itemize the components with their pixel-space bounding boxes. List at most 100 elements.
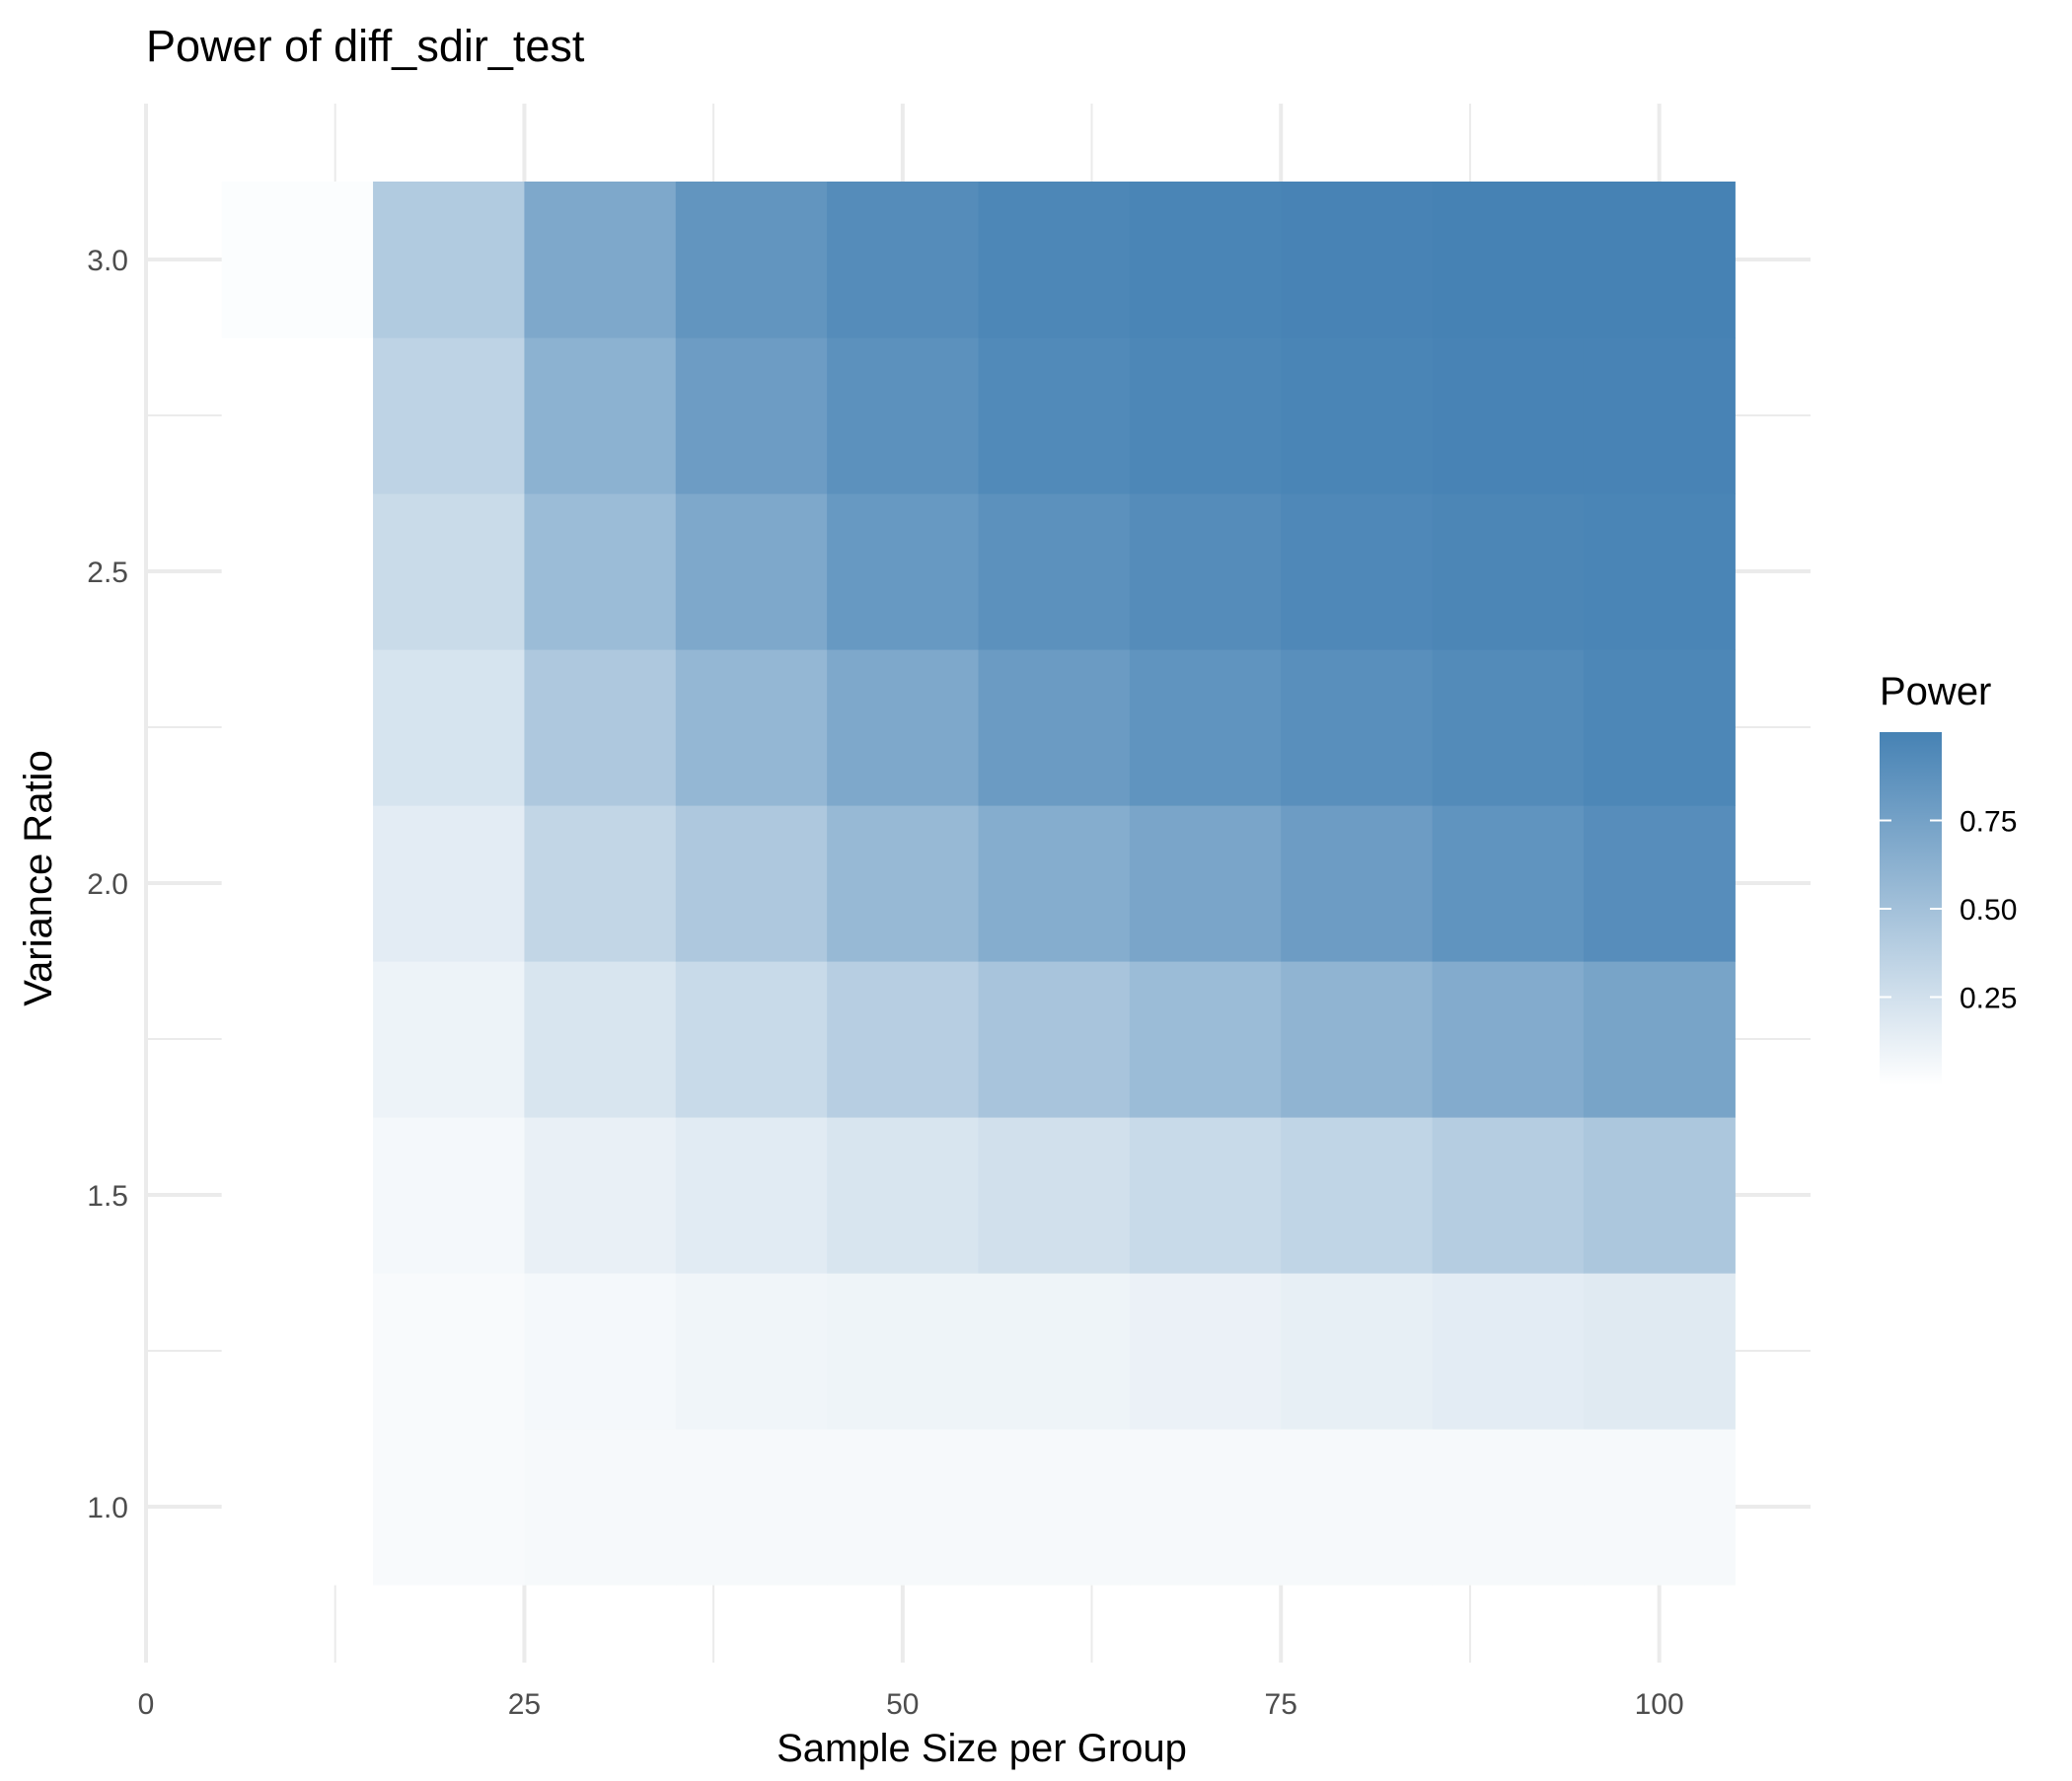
heatmap-tile [1281, 182, 1434, 338]
heatmap-tile [373, 805, 526, 962]
heatmap-tile [675, 961, 828, 1118]
heatmap-tile [675, 805, 828, 962]
heatmap-tile [1432, 493, 1585, 650]
heatmap-tile [978, 961, 1131, 1118]
heatmap-tile [1432, 1429, 1585, 1586]
heatmap-tile [1129, 1429, 1282, 1586]
heatmap-tile [373, 649, 526, 806]
heatmap-tile [373, 1429, 526, 1586]
heatmap-tile [1281, 1117, 1434, 1274]
heatmap-tile [1129, 337, 1282, 494]
y-tick-label: 1.0 [87, 1492, 128, 1524]
heatmap-tile [524, 805, 677, 962]
heatmap-tiles [221, 182, 1736, 1586]
y-tick-label: 2.0 [87, 868, 128, 901]
heatmap-tile [524, 649, 677, 806]
heatmap-tile [221, 1273, 374, 1430]
heatmap-tile [827, 337, 980, 494]
heatmap-tile [978, 337, 1131, 494]
heatmap-tile [978, 805, 1131, 962]
heatmap-tile [1281, 649, 1434, 806]
heatmap-tile [1281, 493, 1434, 650]
heatmap-tile [1583, 1429, 1736, 1586]
heatmap-tile [1583, 182, 1736, 338]
heatmap-tile [978, 1273, 1131, 1430]
heatmap-tile [221, 961, 374, 1118]
heatmap-tile [827, 493, 980, 650]
legend-tick-label: 0.25 [1960, 983, 2017, 1015]
heatmap-tile [827, 1429, 980, 1586]
heatmap-tile [827, 1273, 980, 1430]
heatmap-tile [524, 961, 677, 1118]
x-axis-label: Sample Size per Group [777, 1727, 1187, 1770]
x-tick-label: 0 [138, 1688, 155, 1721]
chart-title: Power of diff_sdir_test [146, 21, 585, 71]
heatmap-tile [1432, 1117, 1585, 1274]
heatmap-tile [221, 649, 374, 806]
heatmap-tile [1432, 649, 1585, 806]
x-tick-label: 75 [1265, 1688, 1297, 1721]
heatmap-tile [978, 1117, 1131, 1274]
heatmap-tile [675, 182, 828, 338]
heatmap-tile [978, 493, 1131, 650]
legend: Power 0.25 0.50 0.75 [1880, 670, 2017, 1085]
heatmap-tile [978, 649, 1131, 806]
heatmap-tile [524, 1429, 677, 1586]
legend-tick-label: 0.50 [1960, 894, 2017, 927]
heatmap-tile [827, 182, 980, 338]
heatmap-tile [1583, 1117, 1736, 1274]
heatmap-tile [524, 337, 677, 494]
heatmap-tile [827, 1117, 980, 1274]
x-tick-label: 50 [886, 1688, 919, 1721]
heatmap-tile [1281, 805, 1434, 962]
heatmap-tile [1281, 961, 1434, 1118]
legend-ticks: 0.25 0.50 0.75 [1880, 806, 2017, 1015]
heatmap-tile [675, 649, 828, 806]
heatmap-tile [1583, 649, 1736, 806]
heatmap-tile [373, 1117, 526, 1274]
heatmap-tile [373, 961, 526, 1118]
y-tick-label: 2.5 [87, 557, 128, 589]
x-tick-label: 100 [1635, 1688, 1684, 1721]
heatmap-tile [675, 1117, 828, 1274]
heatmap-tile [221, 1117, 374, 1274]
heatmap-tile [1583, 337, 1736, 494]
heatmap-tile [827, 961, 980, 1118]
heatmap-tile [373, 493, 526, 650]
legend-title: Power [1880, 670, 1991, 713]
heatmap-tile [524, 1273, 677, 1430]
heatmap-tile [221, 805, 374, 962]
heatmap-tile [1129, 182, 1282, 338]
axis-layer: 0 25 50 75 100 1.0 1.5 2.0 2.5 3.0 [87, 245, 1683, 1721]
heatmap-tile [1583, 1273, 1736, 1430]
heatmap-tile [827, 805, 980, 962]
heatmap-tile [675, 1429, 828, 1586]
heatmap-tile [675, 337, 828, 494]
heatmap-tile [1129, 805, 1282, 962]
x-tick-label: 25 [508, 1688, 541, 1721]
heatmap-tile [1583, 961, 1736, 1118]
heatmap-tile [1281, 1429, 1434, 1586]
heatmap-tile [1129, 961, 1282, 1118]
heatmap-tile [221, 337, 374, 494]
heatmap-tile [978, 1429, 1131, 1586]
heatmap-tile [373, 1273, 526, 1430]
heatmap-tile [1129, 649, 1282, 806]
heatmap-tile [373, 337, 526, 494]
heatmap-tile [1583, 493, 1736, 650]
y-tick-label: 3.0 [87, 245, 128, 277]
heatmap-tile [221, 1429, 374, 1586]
y-tick-label: 1.5 [87, 1180, 128, 1213]
heatmap-tile [1432, 1273, 1585, 1430]
heatmap-tile [524, 493, 677, 650]
heatmap-tile [524, 1117, 677, 1274]
heatmap-tile [675, 493, 828, 650]
heatmap-tile [524, 182, 677, 338]
heatmap-tile [1281, 337, 1434, 494]
heatmap-tile [221, 493, 374, 650]
legend-tick-label: 0.75 [1960, 806, 2017, 839]
heatmap-tile [675, 1273, 828, 1430]
heatmap-tile [978, 182, 1131, 338]
